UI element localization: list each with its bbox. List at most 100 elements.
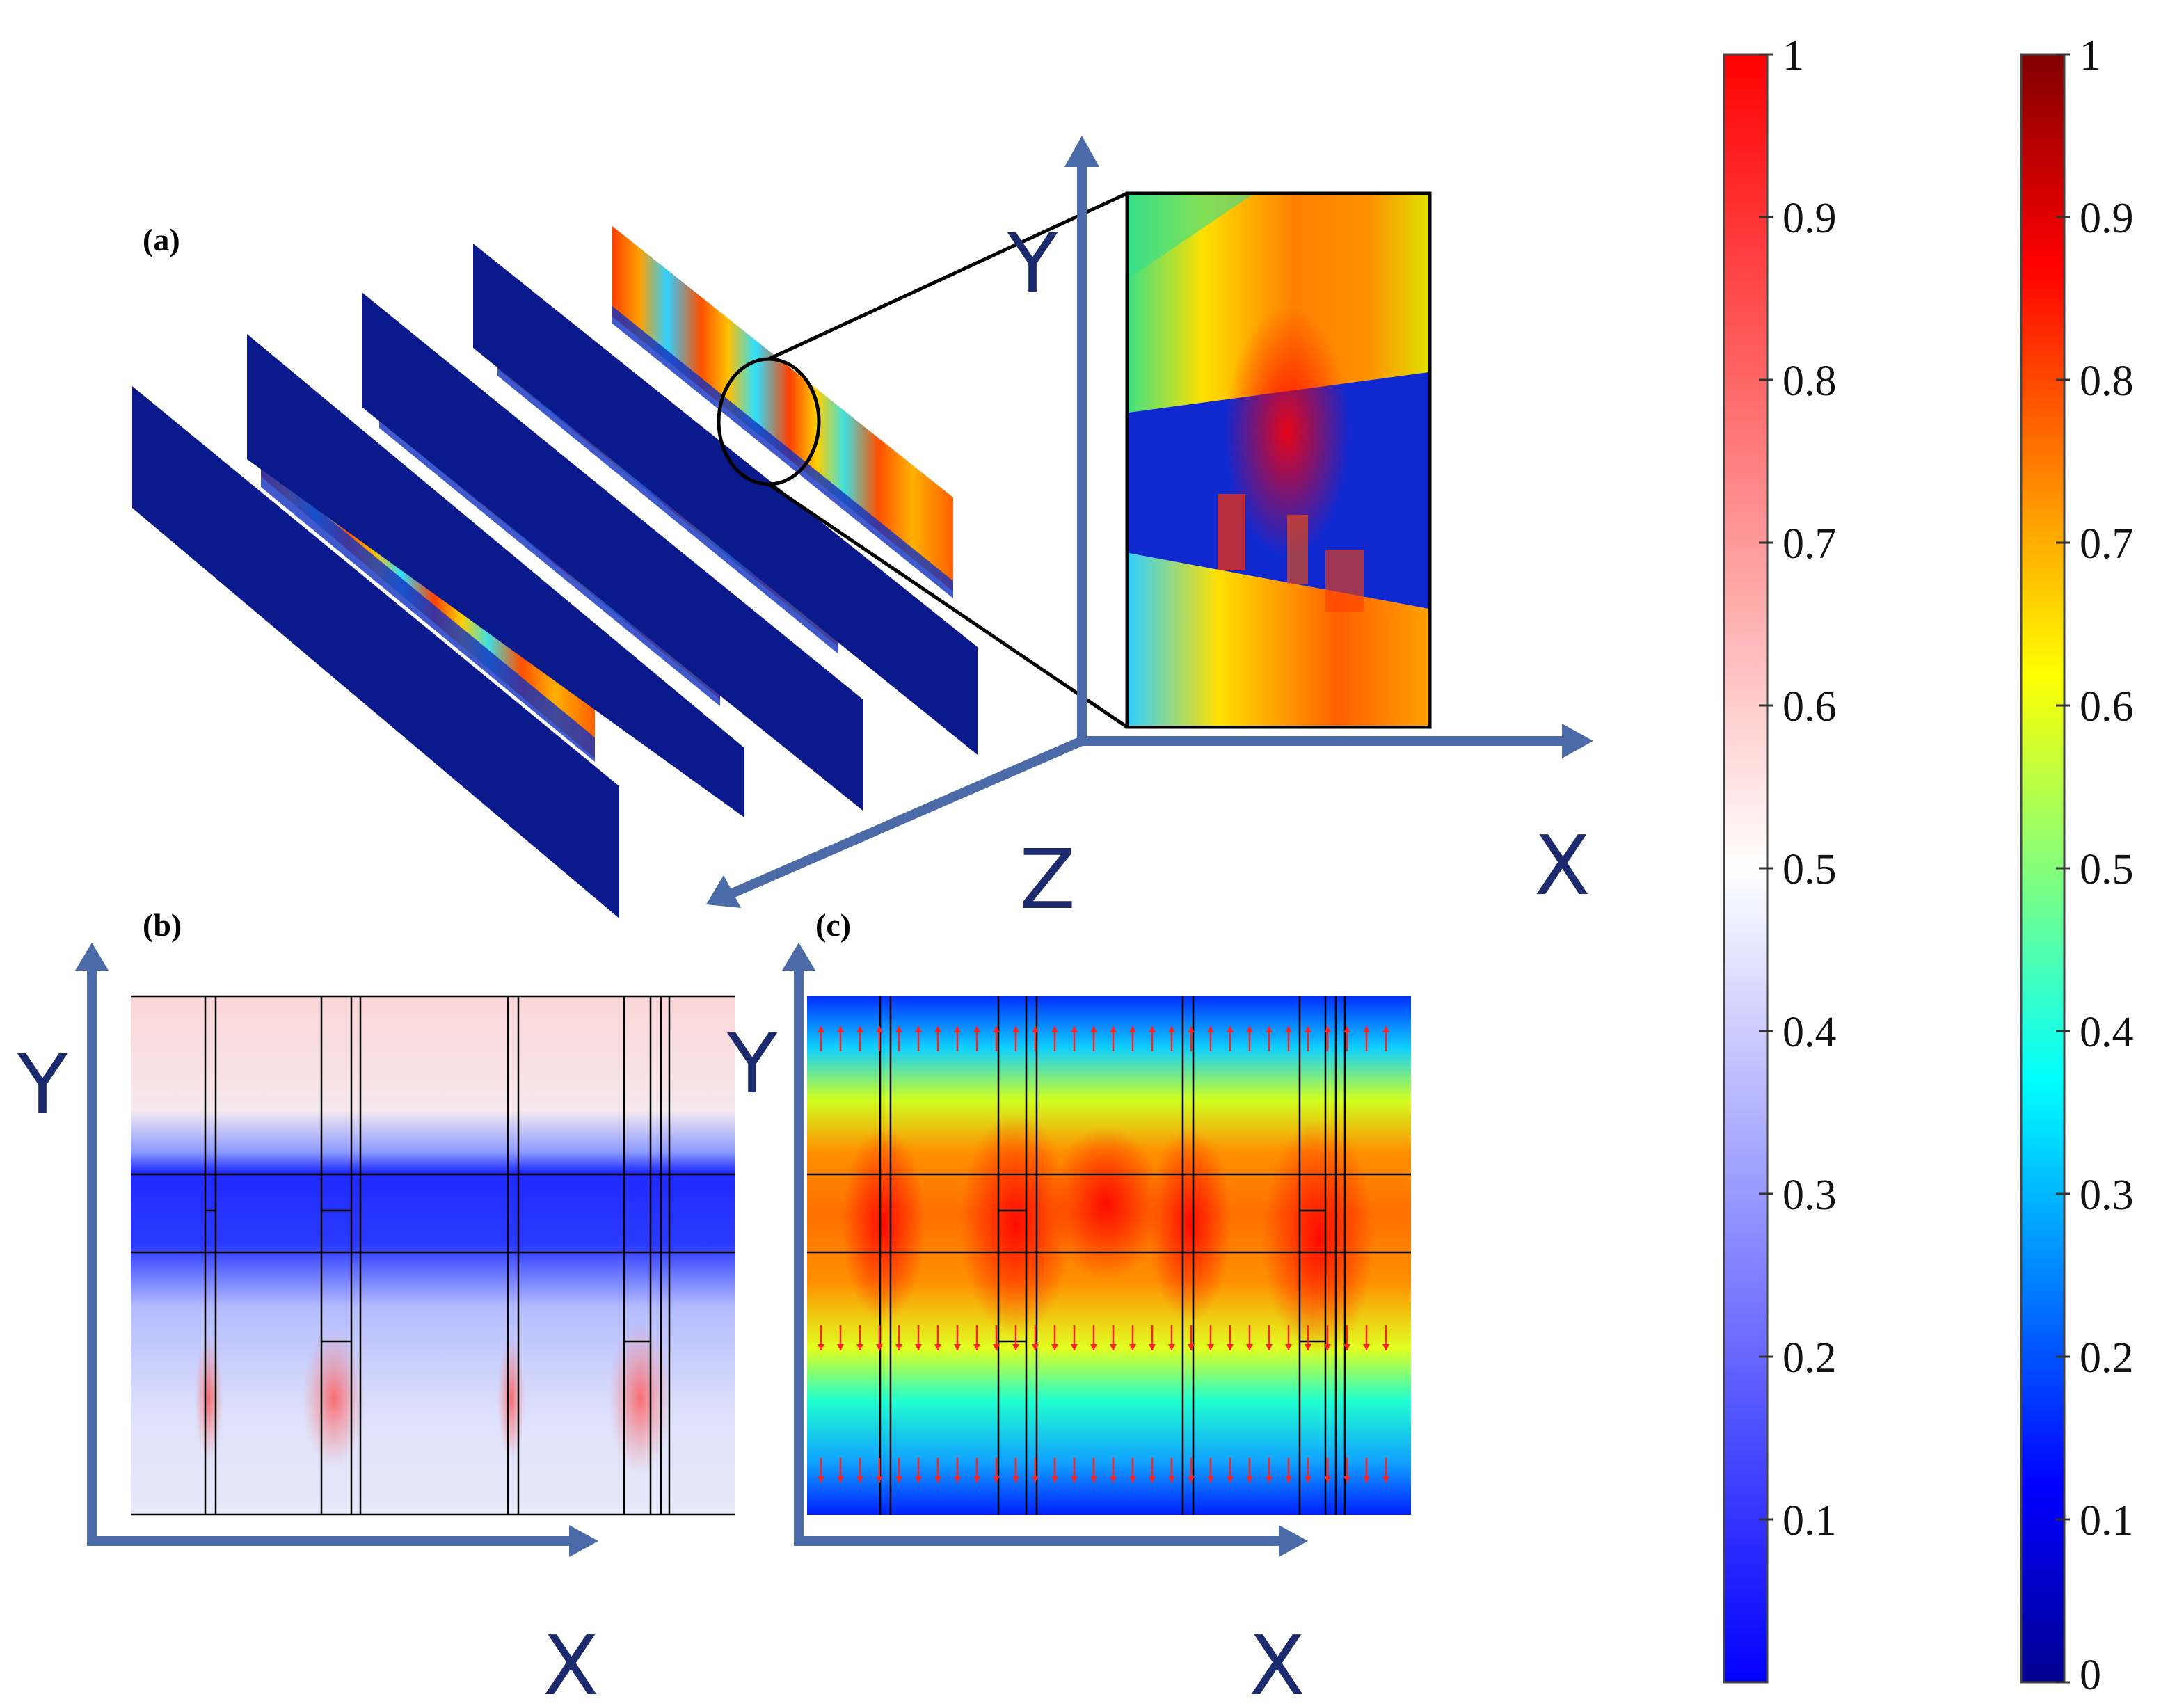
flux-arrow-head: [1110, 1344, 1117, 1350]
flux-arrow-head: [1227, 1026, 1234, 1032]
panel-a-z-axis-label: Z: [1019, 831, 1076, 927]
panel-c-2d-view: (c) Y X: [726, 907, 1411, 1708]
colorbar-tick-label: 0.5: [2080, 846, 2134, 893]
flux-arrow-head: [876, 1344, 883, 1350]
panel-c-y-axis-label: Y: [726, 1016, 778, 1112]
flux-arrow-head: [1071, 1344, 1078, 1350]
flux-arrow-head: [1188, 1026, 1195, 1032]
colorbar-tick-label: 0.9: [2080, 195, 2134, 242]
flux-arrow-head: [1012, 1476, 1019, 1483]
panel-b-x-axis-label: X: [543, 1618, 599, 1708]
flux-arrow-head: [1168, 1344, 1175, 1350]
flux-arrow-head: [818, 1344, 824, 1350]
flux-arrow-head: [1363, 1026, 1370, 1032]
flux-arrow-head: [1246, 1026, 1253, 1032]
flux-arrow-head: [1149, 1476, 1156, 1483]
flux-arrow-head: [818, 1026, 824, 1032]
flux-arrow-head: [1110, 1476, 1117, 1483]
flux-arrow-head: [1343, 1026, 1350, 1032]
flux-arrow-head: [934, 1476, 941, 1483]
panel-b-label: (b): [143, 907, 182, 943]
flux-arrow-head: [1207, 1026, 1214, 1032]
colorbar-tick-label: 1: [2080, 32, 2101, 79]
colorbar-tick-label: 0.3: [1783, 1172, 1837, 1219]
flux-arrow-head: [1266, 1344, 1273, 1350]
panel-a-3d-view: (a) Y Z X: [132, 136, 1593, 927]
flux-arrow-head: [1266, 1026, 1273, 1032]
flux-arrow-head: [1090, 1026, 1097, 1032]
flux-arrow-head: [1071, 1026, 1078, 1032]
flux-arrow-head: [837, 1344, 844, 1350]
colorbar-blue-white-red: 0.1 0.2 0.3 0.4 0.5 0.6 0.7 0.8 0.9 1: [1723, 32, 1837, 1684]
colorbar-tick-label: 0.5: [1783, 846, 1837, 893]
flux-arrow-head: [993, 1476, 1000, 1483]
flux-arrow-head: [1032, 1026, 1039, 1032]
flux-arrow-head: [1382, 1344, 1389, 1350]
colorbar-tick-label: 0.6: [1783, 683, 1837, 731]
flux-arrow-head: [1382, 1476, 1389, 1483]
panel-c-mesh-lines: [807, 996, 1411, 1515]
flux-arrow-head: [934, 1344, 941, 1350]
flux-arrow-head: [1343, 1344, 1350, 1350]
colorbar-tick-label: 0.4: [1783, 1009, 1837, 1056]
flux-arrow-head: [954, 1476, 961, 1483]
flux-arrow-head: [1168, 1476, 1175, 1483]
colorbar-tick-label: 0.1: [2080, 1497, 2134, 1545]
panel-c-flux-arrows: [818, 1026, 1389, 1483]
flux-arrow-head: [1285, 1476, 1292, 1483]
flux-arrow-head: [973, 1344, 980, 1350]
colorbar-jet: 0 0.1 0.2 0.3 0.4 0.5 0.6 0.7 0.8 0.9 1: [2020, 32, 2134, 1699]
flux-arrow-head: [915, 1026, 922, 1032]
flux-arrow-head: [895, 1026, 902, 1032]
flux-arrow-head: [856, 1026, 863, 1032]
colorbar-tick-label: 0.7: [1783, 520, 1837, 568]
flux-arrow-head: [1227, 1344, 1234, 1350]
flux-arrow-head: [1382, 1026, 1389, 1032]
flux-arrow-head: [1188, 1476, 1195, 1483]
flux-arrow-head: [993, 1344, 1000, 1350]
flux-arrow-head: [1324, 1026, 1331, 1032]
colorbar-tick-label: 0: [2080, 1652, 2101, 1699]
flux-arrow-head: [1207, 1344, 1214, 1350]
flux-arrow-head: [1285, 1026, 1292, 1032]
flux-arrow-head: [818, 1476, 824, 1483]
flux-arrow-head: [1051, 1344, 1058, 1350]
flux-arrow-head: [993, 1026, 1000, 1032]
flux-arrow-head: [837, 1026, 844, 1032]
axes-3d: [706, 136, 1593, 908]
flux-arrow-head: [973, 1476, 980, 1483]
flux-arrow-head: [1324, 1344, 1331, 1350]
flux-arrow-head: [1363, 1344, 1370, 1350]
flux-arrow-head: [1012, 1026, 1019, 1032]
flux-arrow-head: [1324, 1476, 1331, 1483]
panel-a-y-axis-label: Y: [1007, 216, 1058, 312]
flux-arrow-head: [1149, 1344, 1156, 1350]
flux-arrow-head: [1051, 1026, 1058, 1032]
panel-c-label: (c): [815, 907, 851, 943]
flux-arrow-head: [1090, 1476, 1097, 1483]
flux-arrow-head: [1207, 1476, 1214, 1483]
panel-b-2d-view: (b) Y X: [17, 907, 735, 1708]
flux-arrow-head: [954, 1344, 961, 1350]
colorbar-tick-label: 0.7: [2080, 520, 2134, 568]
flux-arrow-head: [1129, 1026, 1136, 1032]
colorbar-tick-label: 0.8: [1783, 358, 1837, 405]
flux-arrow-head: [1305, 1026, 1311, 1032]
flux-arrow-head: [973, 1026, 980, 1032]
flux-arrow-head: [856, 1476, 863, 1483]
flux-arrow-head: [1012, 1344, 1019, 1350]
flux-arrow-head: [1246, 1476, 1253, 1483]
flux-arrow-head: [1032, 1476, 1039, 1483]
colorbar-tick-label: 1: [1783, 32, 1804, 79]
flux-arrow-head: [837, 1476, 844, 1483]
colorbar-tick-label: 0.6: [2080, 683, 2134, 731]
flux-arrow-head: [915, 1476, 922, 1483]
flux-arrow-head: [1188, 1344, 1195, 1350]
flux-arrow-head: [1305, 1476, 1311, 1483]
panel-a-x-axis-label: X: [1534, 817, 1590, 913]
flux-arrow-head: [1246, 1344, 1253, 1350]
colorbar-tick-label: 0.2: [2080, 1334, 2134, 1382]
flux-arrow-head: [1071, 1476, 1078, 1483]
